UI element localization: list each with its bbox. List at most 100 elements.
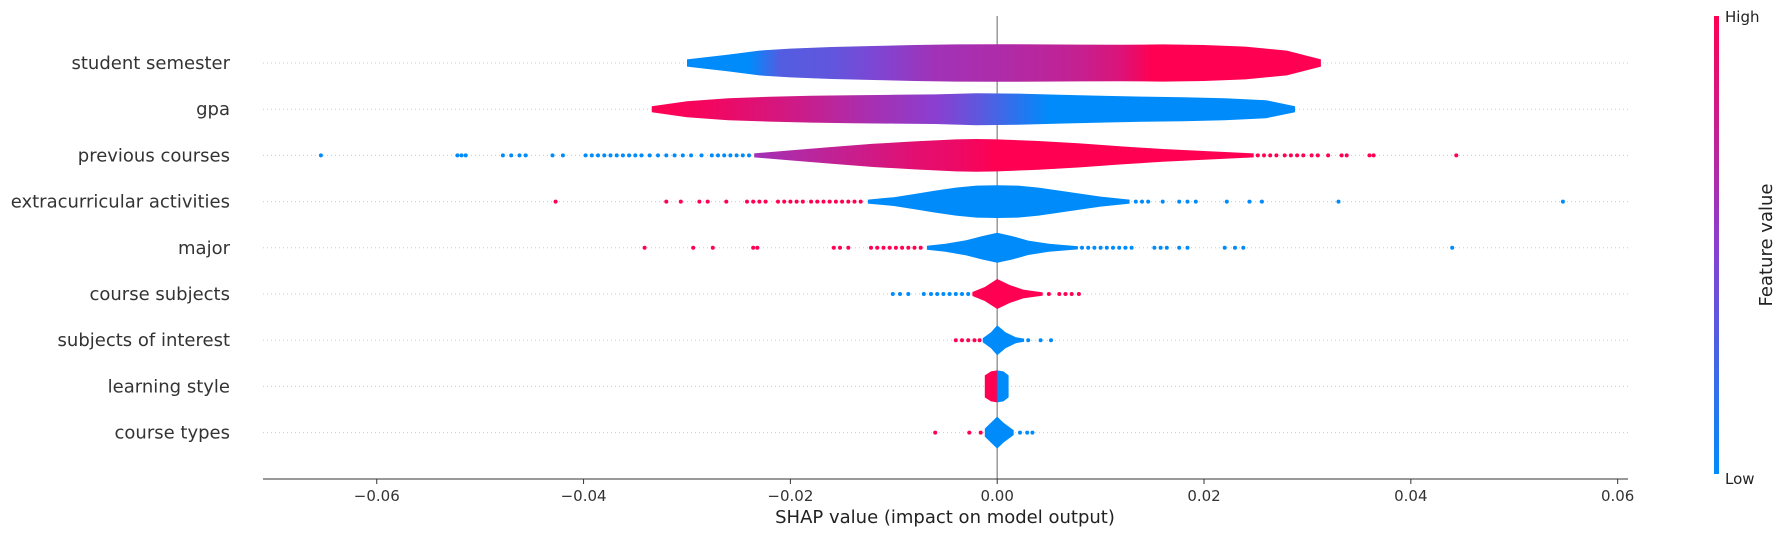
data-point: [831, 245, 836, 250]
data-point: [966, 338, 971, 343]
data-point: [455, 153, 460, 158]
feature-label: course subjects: [89, 284, 230, 305]
data-point: [972, 338, 977, 343]
data-point: [929, 292, 933, 296]
data-point: [691, 245, 696, 250]
data-point: [900, 245, 905, 250]
data-point: [459, 153, 464, 158]
data-point: [935, 292, 940, 296]
data-point: [1268, 153, 1273, 158]
data-point: [960, 292, 964, 296]
feature-label: student semester: [71, 53, 230, 74]
data-point: [1104, 245, 1109, 250]
data-point: [869, 245, 873, 250]
data-point: [1295, 153, 1300, 158]
x-tick-label: −0.02: [767, 487, 813, 505]
colorbar-title: Feature value: [1756, 184, 1777, 307]
feature-label: previous courses: [78, 145, 230, 166]
data-point: [656, 153, 660, 158]
data-point: [672, 153, 677, 158]
data-point: [890, 292, 895, 296]
data-point: [1560, 199, 1565, 204]
data-point: [840, 199, 845, 204]
violin-course-subjects: [972, 279, 1043, 309]
violin-gpa: [651, 93, 1295, 126]
data-point: [1339, 153, 1344, 158]
data-point: [833, 199, 838, 204]
data-point: [782, 199, 787, 204]
data-point: [858, 199, 863, 204]
data-point: [627, 153, 632, 158]
data-point: [639, 153, 644, 158]
data-point: [838, 245, 842, 250]
x-tick-label: 0.04: [1394, 487, 1427, 505]
data-point: [1086, 245, 1091, 250]
data-point: [893, 245, 898, 250]
data-point: [697, 199, 702, 204]
data-point: [1030, 430, 1035, 435]
data-point: [953, 292, 958, 296]
data-point: [517, 153, 522, 158]
colorbar-high-label: High: [1725, 8, 1759, 26]
data-point: [724, 199, 729, 204]
violin-student-semester: [687, 44, 1321, 82]
data-point: [550, 153, 555, 158]
data-point: [1367, 153, 1372, 158]
data-point: [1315, 153, 1320, 158]
data-point: [589, 153, 594, 158]
data-point: [680, 153, 685, 158]
data-point: [1076, 292, 1081, 296]
data-point: [509, 153, 514, 158]
data-point: [553, 199, 558, 204]
violin-extracurricular-activities: [867, 185, 1130, 218]
data-point: [642, 245, 647, 250]
feature-label: subjects of interest: [58, 330, 230, 351]
data-point: [846, 245, 851, 250]
data-point: [967, 430, 972, 435]
data-point: [596, 153, 600, 158]
data-point: [1133, 199, 1138, 204]
data-point: [1222, 245, 1227, 250]
data-point: [1160, 199, 1165, 204]
data-point: [1233, 245, 1237, 250]
data-point: [633, 153, 638, 158]
data-point: [1336, 199, 1341, 204]
data-point: [1185, 199, 1190, 204]
data-point: [664, 153, 669, 158]
data-point: [788, 199, 793, 204]
data-point: [734, 153, 739, 158]
feature-label: learning style: [108, 376, 230, 397]
colorbar-low-label: Low: [1725, 470, 1755, 488]
data-point: [705, 199, 710, 204]
feature-label: major: [178, 238, 231, 259]
data-point: [763, 199, 768, 204]
x-axis-label: SHAP value (impact on model output): [775, 507, 1115, 528]
data-point: [602, 153, 607, 158]
data-point: [699, 153, 704, 158]
data-point: [1326, 153, 1331, 158]
data-point: [1274, 153, 1279, 158]
data-point: [1454, 153, 1459, 158]
data-point: [875, 245, 880, 250]
violins: [651, 44, 1321, 449]
outlier-points: [318, 153, 1565, 435]
data-point: [852, 199, 857, 204]
x-tick-label: −0.06: [354, 487, 400, 505]
data-point: [500, 153, 505, 158]
data-point: [1018, 430, 1022, 435]
feature-label: course types: [115, 423, 230, 444]
data-point: [560, 153, 565, 158]
data-point: [1146, 199, 1151, 204]
data-point: [881, 245, 886, 250]
data-point: [1080, 245, 1084, 250]
data-point: [1177, 199, 1182, 204]
data-point: [523, 153, 528, 158]
data-point: [1152, 245, 1157, 250]
data-point: [1344, 153, 1349, 158]
data-point: [1129, 245, 1134, 250]
data-point: [1177, 245, 1182, 250]
data-point: [1026, 338, 1031, 343]
data-point: [757, 199, 762, 204]
data-point: [709, 153, 714, 158]
data-point: [583, 153, 588, 158]
